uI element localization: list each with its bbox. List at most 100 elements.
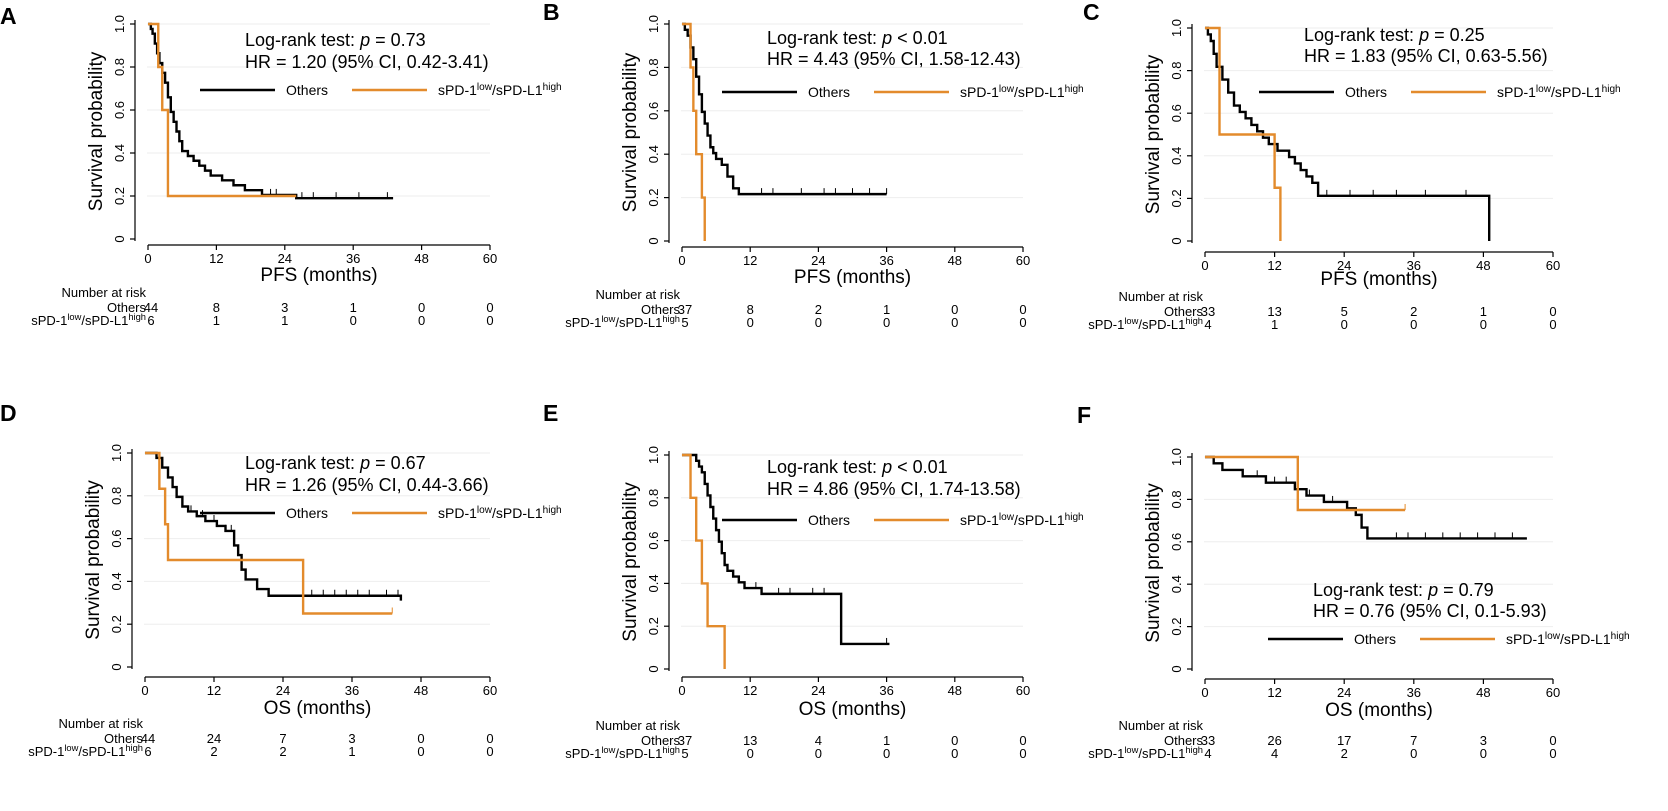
panel-e-risk-value: 37 xyxy=(678,733,692,748)
panel-e-y-tick-label: 0 xyxy=(646,665,661,672)
panel-c-p-value: = 0.25 xyxy=(1429,25,1485,45)
panel-f-risk-row-label-base: sPD-1 xyxy=(1088,746,1124,761)
panel-d-y-axis-title: Survival probability xyxy=(83,480,104,640)
panel-e-legend-spd: sPD-1low/sPD-L1high xyxy=(960,512,1084,529)
panel-a-risk-value: 0 xyxy=(418,300,425,315)
panel-e-legend-spd-label-sup-high: high xyxy=(1065,512,1084,523)
panel-e-y-axis-title: Survival probability xyxy=(620,482,641,642)
panel-d-series-others-line xyxy=(145,451,403,601)
panel-b-risk-value: 0 xyxy=(1019,315,1026,330)
panel-f-risk-value: 26 xyxy=(1267,733,1281,748)
panel-d-risk-value: 1 xyxy=(348,744,355,759)
panel-b-y-tick-label: 0 xyxy=(646,237,661,244)
panel-c-letter: C xyxy=(1083,0,1100,25)
panel-c-legend-spd-label-sup-low: low xyxy=(1536,84,1552,95)
panel-d-p-symbol: p xyxy=(359,453,370,473)
panel-a-y-tick-label: 0 xyxy=(112,235,127,242)
panel-e-risk-value: 0 xyxy=(951,746,958,761)
panel-d-letter: D xyxy=(0,400,17,426)
panel-d-y-tick-label: 0.2 xyxy=(109,615,124,633)
panel-e-series-spd1low-spdl1high-line xyxy=(682,453,726,669)
panel-e-risk-value: 0 xyxy=(815,746,822,761)
panel-d-risk-row-label: sPD-1low/sPD-L1high xyxy=(28,743,143,759)
panel-f-legend-spd-label-sup-high: high xyxy=(1611,631,1630,642)
panel-d-risk-row-label-base: sPD-1 xyxy=(28,744,64,759)
panel-d-risk-value: 24 xyxy=(207,731,221,746)
panel-d-risk-value: 0 xyxy=(417,731,424,746)
panel-d-y-tick-label: 1.0 xyxy=(109,444,124,462)
panel-f-risk-row-label-sup-low: low xyxy=(1124,745,1138,755)
panel-a-y-tick-label: 0.2 xyxy=(112,187,127,205)
panel-f-y-tick-label: 0.4 xyxy=(1169,575,1184,593)
panel-c-x-tick-label: 12 xyxy=(1267,258,1281,273)
panel-f-x-tick-label: 12 xyxy=(1267,685,1281,700)
panel-a-letter: A xyxy=(0,3,17,29)
panel-e-risk-value: 0 xyxy=(1019,746,1026,761)
panel-a-risk-value: 0 xyxy=(350,313,357,328)
panel-f-risk-value: 33 xyxy=(1201,733,1215,748)
panel-a-x-tick-label: 12 xyxy=(209,251,223,266)
panel-f-series-spd1low-spdl1high-line xyxy=(1205,455,1406,512)
panel-e-risk-value: 0 xyxy=(1019,733,1026,748)
panel-d-legend-spd-label-sup-low: low xyxy=(477,505,493,516)
panel-e-y-tick-label: 1.0 xyxy=(646,446,661,464)
panel-d-p-value: = 0.67 xyxy=(370,453,426,473)
panel-c-risk-value: 4 xyxy=(1204,317,1211,332)
panel-b-risk-row-label-mid: /sPD-L1 xyxy=(615,315,662,330)
panel-a-p-symbol: p xyxy=(359,30,370,50)
panel-d-hr-text: HR = 1.26 (95% CI, 0.44-3.66) xyxy=(245,475,489,495)
panel-f-risk-title: Number at risk xyxy=(1118,718,1203,733)
panel-c-x-tick-label: 60 xyxy=(1546,258,1560,273)
panel-e-p-symbol: p xyxy=(881,457,892,477)
panel-b-risk-value: 0 xyxy=(951,302,958,317)
panel-e-x-tick-label: 24 xyxy=(811,683,825,698)
panel-f-x-tick-label: 24 xyxy=(1337,685,1351,700)
panel-b-legend-spd: sPD-1low/sPD-L1high xyxy=(960,84,1084,101)
panel-d-risk-value: 0 xyxy=(486,731,493,746)
panel-b-y-tick-label: 0.2 xyxy=(646,189,661,207)
panel-c-hr-text: HR = 1.83 (95% CI, 0.63-5.56) xyxy=(1304,46,1548,66)
panel-b-risk-value: 5 xyxy=(681,315,688,330)
panel-b-x-tick-label: 12 xyxy=(743,253,757,268)
panel-e-hr-text: HR = 4.86 (95% CI, 1.74-13.58) xyxy=(767,479,1021,499)
panel-d-risk-title: Number at risk xyxy=(58,716,143,731)
panel-d-legend-spd: sPD-1low/sPD-L1high xyxy=(438,505,562,522)
panel-f-letter: F xyxy=(1077,402,1091,428)
panel-a-legend-spd-label-sup-low: low xyxy=(477,82,493,93)
panel-d-y-tick-label: 0.6 xyxy=(109,530,124,548)
panel-f-legend-spd-label-mid: /sPD-L1 xyxy=(1560,631,1611,647)
panel-b-y-tick-label: 1.0 xyxy=(646,15,661,33)
panel-f-y-tick-label: 0.6 xyxy=(1169,533,1184,551)
panel-e-y-tick-label: 0.2 xyxy=(646,617,661,635)
panel-c-risk-title: Number at risk xyxy=(1118,289,1203,304)
panel-b-y-axis-title: Survival probability xyxy=(620,52,641,212)
panel-e-y-tick-label: 0.8 xyxy=(646,489,661,507)
panel-b-risk-row-label: Others xyxy=(641,302,681,317)
panel-c-series-spd1low-spdl1high-line xyxy=(1205,26,1282,241)
panel-f-x-tick-label: 48 xyxy=(1476,685,1490,700)
panel-b-risk-row-label-sup-high: high xyxy=(662,314,680,324)
panel-d-risk-value: 2 xyxy=(279,744,286,759)
panel-d-x-tick-label: 48 xyxy=(414,683,428,698)
panel-f-risk-value: 0 xyxy=(1480,746,1487,761)
panel-f-risk-value: 2 xyxy=(1341,746,1348,761)
panel-b-legend-others: Others xyxy=(808,84,850,100)
panel-a-legend-spd-label-mid: /sPD-L1 xyxy=(492,82,543,98)
panel-a-legend-spd-label-base: sPD-1 xyxy=(438,82,477,98)
panel-a-series-others-line xyxy=(148,22,394,200)
panel-d-logrank-label: Log-rank test: xyxy=(245,453,360,473)
panel-a-risk-value: 1 xyxy=(213,313,220,328)
panel-c-risk-row-label: sPD-1low/sPD-L1high xyxy=(1088,316,1203,332)
panel-a-x-tick-label: 0 xyxy=(144,251,151,266)
panel-a-hr-text: HR = 1.20 (95% CI, 0.42-3.41) xyxy=(245,52,489,72)
panel-b-legend-spd-label-mid: /sPD-L1 xyxy=(1014,84,1065,100)
panel-c-legend-spd: sPD-1low/sPD-L1high xyxy=(1497,84,1621,101)
panel-b-x-tick-label: 0 xyxy=(678,253,685,268)
panel-f-risk-value: 3 xyxy=(1480,733,1487,748)
panel-f-risk-value: 7 xyxy=(1410,733,1417,748)
panel-f-risk-value: 17 xyxy=(1337,733,1351,748)
panel-e-x-axis-title: OS (months) xyxy=(799,699,907,720)
